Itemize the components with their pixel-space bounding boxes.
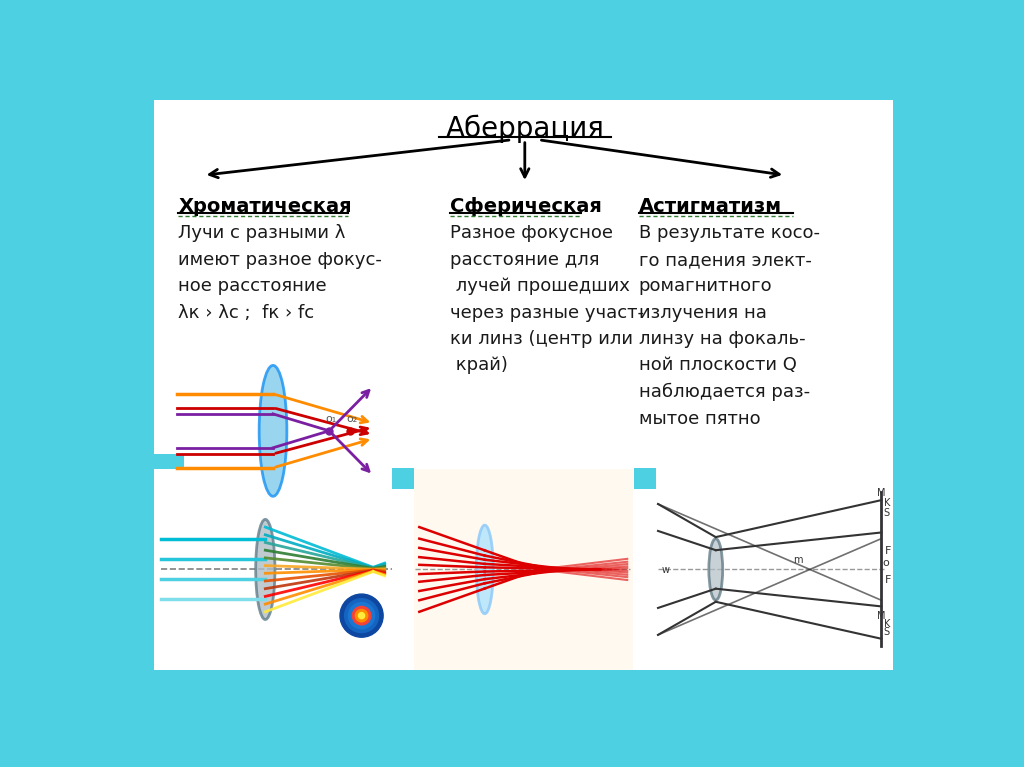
Text: M: M: [878, 611, 886, 621]
Circle shape: [340, 594, 383, 637]
Text: В результате косо-
го падения элект-
ромагнитного
излучения на
линзу на фокаль-
: В результате косо- го падения элект- ром…: [639, 225, 820, 428]
Text: o: o: [883, 558, 890, 568]
Circle shape: [345, 599, 379, 633]
FancyBboxPatch shape: [655, 469, 893, 670]
Text: K: K: [884, 499, 890, 509]
Text: Аберрация: Аберрация: [445, 115, 604, 143]
FancyBboxPatch shape: [154, 100, 893, 677]
Text: m: m: [793, 555, 802, 565]
Ellipse shape: [709, 538, 723, 601]
FancyBboxPatch shape: [887, 469, 900, 677]
Text: M: M: [878, 489, 886, 499]
Circle shape: [352, 607, 371, 625]
FancyBboxPatch shape: [414, 469, 634, 670]
FancyBboxPatch shape: [392, 468, 414, 489]
FancyBboxPatch shape: [154, 454, 184, 670]
Text: S: S: [884, 627, 890, 637]
Text: S: S: [884, 508, 890, 518]
FancyBboxPatch shape: [154, 469, 400, 670]
Text: Сферическая: Сферическая: [451, 196, 602, 216]
Text: w: w: [662, 565, 670, 574]
Ellipse shape: [259, 365, 287, 496]
Text: F: F: [885, 546, 892, 556]
Ellipse shape: [476, 525, 494, 614]
Circle shape: [358, 613, 365, 619]
Text: Лучи с разными λ
имеют разное фокус-
ное расстояние
λк › λс ;  fк › fс: Лучи с разными λ имеют разное фокус- ное…: [178, 225, 382, 321]
FancyBboxPatch shape: [634, 468, 655, 489]
Text: K: K: [884, 619, 890, 629]
Ellipse shape: [256, 519, 274, 620]
Text: F: F: [885, 575, 892, 585]
Text: Разное фокусное
расстояние для
 лучей прошедших
через разные участ-
ки линз (цен: Разное фокусное расстояние для лучей про…: [451, 225, 644, 374]
Circle shape: [348, 603, 375, 629]
FancyBboxPatch shape: [154, 670, 893, 681]
Text: o₂: o₂: [346, 413, 357, 423]
Text: o₁: o₁: [326, 413, 337, 423]
Circle shape: [355, 610, 368, 622]
Text: Астигматизм: Астигматизм: [639, 196, 782, 216]
Text: Хроматическая: Хроматическая: [178, 196, 352, 216]
